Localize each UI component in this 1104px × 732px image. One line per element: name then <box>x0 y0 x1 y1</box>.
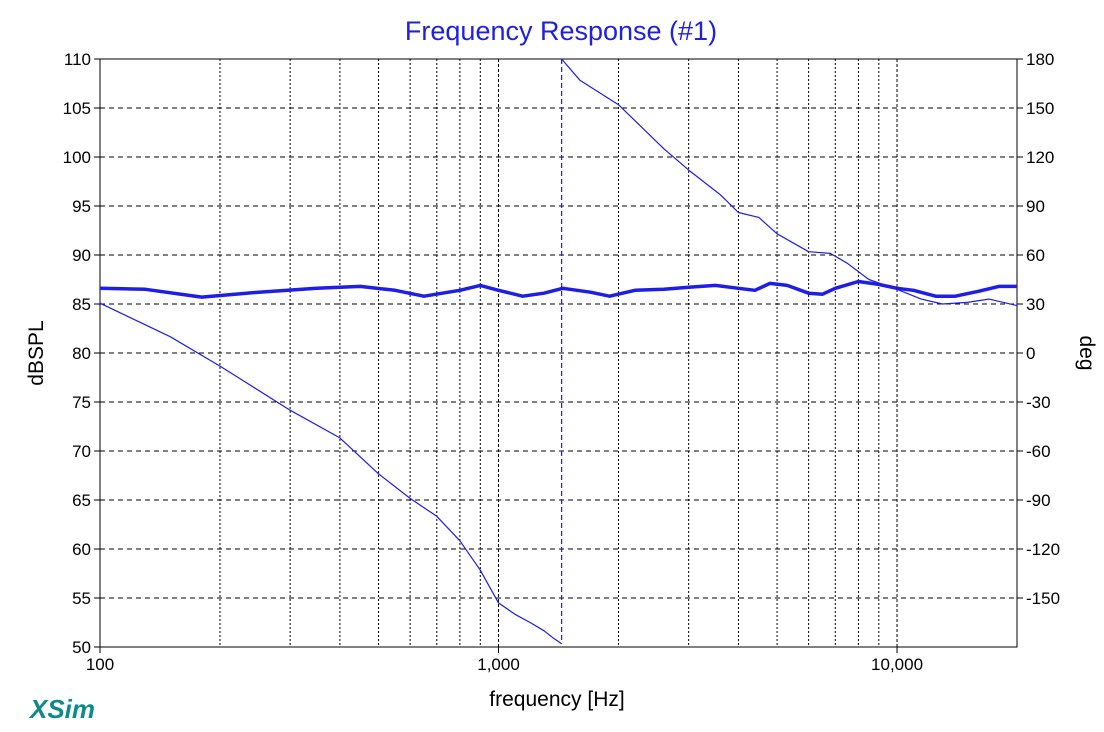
y-tick-label: 70 <box>72 442 91 461</box>
y2-tick-label: -60 <box>1026 442 1051 461</box>
x-tick-label: 1,000 <box>477 655 520 674</box>
y2-tick-label: 90 <box>1026 197 1045 216</box>
y-tick-label: 80 <box>72 344 91 363</box>
y2-tick-label: -150 <box>1026 589 1060 608</box>
traces <box>99 58 1018 645</box>
y-tick-label: 50 <box>72 638 91 657</box>
y2-tick-label: 120 <box>1026 148 1054 167</box>
x-tick-label: 10,000 <box>871 655 923 674</box>
phase-series-line <box>561 58 1018 307</box>
y2-tick-label: 30 <box>1026 295 1045 314</box>
y-tick-label: 75 <box>72 393 91 412</box>
y2-tick-label: 0 <box>1026 344 1035 363</box>
y2-tick-label: 180 <box>1026 50 1054 69</box>
y2-tick-label: -120 <box>1026 540 1060 559</box>
grid <box>100 59 1017 647</box>
y2-axis-label: deg <box>1075 335 1098 370</box>
y-axis-label: dBSPL <box>25 320 48 385</box>
y-tick-label: 100 <box>63 148 91 167</box>
y2-tick-label: -90 <box>1026 491 1051 510</box>
xsim-logo: XSim <box>30 694 96 724</box>
phase-series-line <box>99 302 562 645</box>
y-tick-label: 110 <box>64 50 91 69</box>
chart-title: Frequency Response (#1) <box>405 16 717 46</box>
spl-series-line <box>99 279 1017 299</box>
left-y-axis: 50 55 60 65 70 75 80 85 90 95 100 105 110 <box>63 50 100 657</box>
y-tick-label: 105 <box>63 99 91 118</box>
x-tick-label: 100 <box>86 655 114 674</box>
y-tick-label: 55 <box>72 589 91 608</box>
x-axis: 100 1,000 10,000 <box>86 647 923 674</box>
y-tick-label: 95 <box>72 197 91 216</box>
y2-tick-label: 150 <box>1026 99 1054 118</box>
y-tick-label: 90 <box>72 246 91 265</box>
right-y-axis: -150 -120 -90 -60 -30 0 30 60 90 120 150 180 <box>1017 50 1060 608</box>
y2-tick-label: 60 <box>1026 246 1045 265</box>
y2-tick-label: -30 <box>1026 393 1051 412</box>
y-tick-label: 85 <box>72 295 91 314</box>
y-tick-label: 65 <box>72 491 91 510</box>
y-tick-label: 60 <box>72 540 91 559</box>
x-axis-label: frequency [Hz] <box>489 688 624 711</box>
